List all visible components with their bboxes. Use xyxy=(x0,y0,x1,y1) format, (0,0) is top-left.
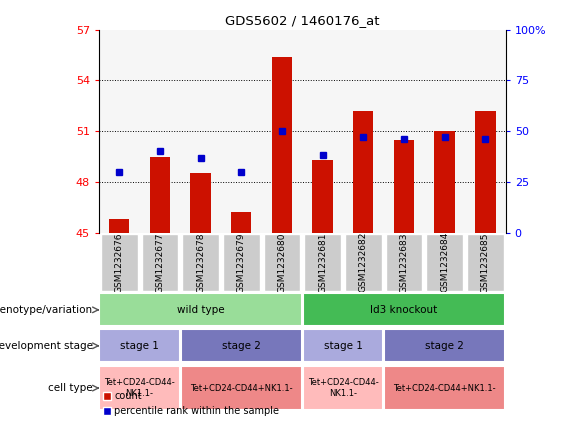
Bar xyxy=(180,30,221,233)
Bar xyxy=(150,157,170,233)
Bar xyxy=(302,30,343,233)
FancyBboxPatch shape xyxy=(303,293,505,327)
Bar xyxy=(465,30,506,233)
Text: Tet+CD24-CD44-
NK1.1-: Tet+CD24-CD44- NK1.1- xyxy=(104,379,175,398)
FancyBboxPatch shape xyxy=(99,329,180,363)
Text: stage 1: stage 1 xyxy=(120,341,159,351)
Text: Tet+CD24-CD44-
NK1.1-: Tet+CD24-CD44- NK1.1- xyxy=(307,379,379,398)
Bar xyxy=(272,57,292,233)
Bar xyxy=(434,131,455,233)
FancyBboxPatch shape xyxy=(101,234,137,291)
FancyBboxPatch shape xyxy=(181,366,302,410)
Text: GSM1232676: GSM1232676 xyxy=(115,232,124,293)
Bar xyxy=(221,30,262,233)
Bar xyxy=(190,173,211,233)
FancyBboxPatch shape xyxy=(182,234,219,291)
Bar xyxy=(424,30,465,233)
FancyBboxPatch shape xyxy=(345,234,381,291)
Text: genotype/variation: genotype/variation xyxy=(0,305,93,315)
Text: wild type: wild type xyxy=(177,305,224,315)
FancyBboxPatch shape xyxy=(223,234,259,291)
Bar xyxy=(475,111,496,233)
Text: cell type: cell type xyxy=(48,383,93,393)
Text: ld3 knockout: ld3 knockout xyxy=(370,305,438,315)
Bar xyxy=(353,111,373,233)
Text: GSM1232678: GSM1232678 xyxy=(196,232,205,293)
FancyBboxPatch shape xyxy=(303,329,383,363)
Bar xyxy=(384,30,424,233)
FancyBboxPatch shape xyxy=(264,234,300,291)
FancyBboxPatch shape xyxy=(305,234,341,291)
FancyBboxPatch shape xyxy=(427,234,463,291)
Text: GSM1232680: GSM1232680 xyxy=(277,232,286,293)
FancyBboxPatch shape xyxy=(99,366,180,410)
Text: development stage: development stage xyxy=(0,341,93,351)
Bar xyxy=(312,160,333,233)
Text: Tet+CD24-CD44+NK1.1-: Tet+CD24-CD44+NK1.1- xyxy=(190,384,293,393)
Text: Tet+CD24-CD44+NK1.1-: Tet+CD24-CD44+NK1.1- xyxy=(393,384,496,393)
FancyBboxPatch shape xyxy=(384,329,505,363)
Text: stage 2: stage 2 xyxy=(425,341,464,351)
Bar xyxy=(394,140,414,233)
Text: GSM1232677: GSM1232677 xyxy=(155,232,164,293)
Bar xyxy=(343,30,384,233)
FancyBboxPatch shape xyxy=(181,329,302,363)
Title: GDS5602 / 1460176_at: GDS5602 / 1460176_at xyxy=(225,14,380,27)
Text: GSM1232685: GSM1232685 xyxy=(481,232,490,293)
Bar xyxy=(140,30,180,233)
Text: GSM1232681: GSM1232681 xyxy=(318,232,327,293)
FancyBboxPatch shape xyxy=(99,293,302,327)
Text: stage 1: stage 1 xyxy=(324,341,362,351)
FancyBboxPatch shape xyxy=(467,234,503,291)
Text: GSM1232682: GSM1232682 xyxy=(359,232,368,292)
Bar xyxy=(99,30,140,233)
Bar xyxy=(262,30,302,233)
FancyBboxPatch shape xyxy=(386,234,422,291)
Text: GSM1232679: GSM1232679 xyxy=(237,232,246,293)
FancyBboxPatch shape xyxy=(303,366,383,410)
Bar xyxy=(231,212,251,233)
Text: GSM1232684: GSM1232684 xyxy=(440,232,449,292)
FancyBboxPatch shape xyxy=(384,366,505,410)
Text: GSM1232683: GSM1232683 xyxy=(399,232,408,293)
Legend: count, percentile rank within the sample: count, percentile rank within the sample xyxy=(104,391,280,416)
Bar xyxy=(109,219,129,233)
Text: stage 2: stage 2 xyxy=(222,341,260,351)
FancyBboxPatch shape xyxy=(142,234,178,291)
